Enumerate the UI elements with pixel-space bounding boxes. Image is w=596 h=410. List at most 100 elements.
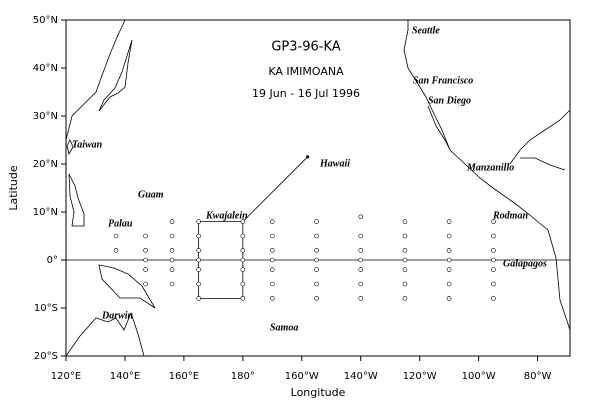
station	[358, 233, 364, 239]
y-tick-label: 50°N	[33, 15, 58, 26]
station	[240, 296, 246, 301]
station	[358, 267, 364, 272]
place-label: Guam	[138, 189, 164, 200]
station	[240, 248, 246, 253]
place-label: Seattle	[412, 25, 440, 36]
subtitle: KA IMIMOANA	[268, 65, 344, 78]
x-tick-label: 120°W	[403, 371, 437, 382]
place-label: Palau	[108, 218, 133, 229]
x-tick-label: 80°W	[524, 371, 552, 382]
x-tick-label: 140°E	[110, 371, 140, 382]
station	[314, 296, 319, 301]
station	[446, 281, 452, 287]
station	[402, 296, 408, 301]
station	[402, 257, 408, 263]
station	[169, 281, 175, 287]
station	[491, 267, 496, 272]
place-label: Taiwan	[72, 139, 103, 150]
station	[402, 281, 408, 287]
station	[143, 267, 148, 272]
coastlines	[65, 19, 571, 357]
station	[169, 257, 175, 263]
y-tick-label: 40°N	[33, 63, 58, 74]
place-label: San Diego	[428, 95, 471, 106]
station	[446, 267, 452, 272]
station	[491, 296, 496, 301]
station	[314, 248, 319, 253]
x-tick-label: 180°	[231, 371, 255, 382]
station	[446, 219, 452, 224]
place-label: Galapagos	[503, 258, 547, 269]
station	[270, 281, 275, 287]
station	[358, 281, 364, 287]
station	[143, 248, 148, 253]
track-start	[306, 155, 310, 159]
station	[143, 233, 148, 239]
station	[358, 296, 364, 301]
station	[402, 248, 408, 253]
station	[314, 281, 319, 287]
station	[196, 281, 201, 287]
place-label: Samoa	[270, 322, 298, 333]
station	[491, 219, 496, 224]
station	[314, 267, 319, 272]
station	[143, 281, 148, 287]
station	[270, 219, 275, 224]
y-tick-label: 20°N	[33, 159, 58, 170]
station	[196, 248, 201, 253]
station	[314, 219, 319, 224]
station	[446, 233, 452, 239]
y-tick-label: 10°S	[34, 303, 58, 314]
station	[196, 267, 201, 272]
station	[402, 267, 408, 272]
title: GP3-96-KA	[271, 40, 340, 55]
station	[169, 267, 175, 272]
station	[358, 214, 364, 220]
y-tick-label: 30°N	[33, 111, 58, 122]
x-tick-label: 100°W	[462, 371, 496, 382]
station	[402, 219, 408, 224]
place-label: Hawaii	[319, 158, 350, 169]
frame	[65, 19, 571, 357]
station	[240, 257, 246, 263]
station	[491, 248, 496, 253]
station	[314, 233, 319, 239]
place-label: Kwajalein	[205, 210, 248, 221]
station	[270, 257, 275, 263]
station	[240, 267, 246, 272]
station	[491, 281, 496, 287]
station	[169, 219, 175, 224]
station	[446, 296, 452, 301]
station	[196, 219, 201, 224]
y-axis-label: Latitude	[7, 165, 20, 211]
cruise-track	[198, 156, 308, 299]
x-axis-label: Longitude	[291, 386, 346, 399]
place-label: Darwin	[101, 310, 134, 321]
station	[402, 233, 408, 239]
station	[169, 233, 175, 239]
station	[270, 248, 275, 253]
x-tick-label: 140°W	[344, 371, 378, 382]
station	[491, 233, 496, 239]
station	[196, 296, 201, 301]
x-tick-label: 120°E	[51, 371, 81, 382]
station	[113, 233, 119, 239]
y-tick-label: 20°S	[34, 351, 58, 362]
place-label: Rodman	[492, 210, 528, 221]
station	[446, 257, 452, 263]
x-tick-label: 160°W	[285, 371, 319, 382]
station	[358, 257, 364, 263]
station	[446, 248, 452, 253]
place-label: Manzanillo	[466, 162, 514, 173]
station	[270, 296, 275, 301]
station	[240, 281, 246, 287]
dates: 19 Jun - 16 Jul 1996	[252, 87, 360, 100]
station	[358, 248, 364, 253]
y-tick-label: 10°N	[33, 207, 58, 218]
station	[270, 233, 275, 239]
station	[196, 257, 201, 263]
station	[113, 248, 119, 253]
y-tick-label: 0°	[47, 255, 58, 266]
station	[143, 257, 148, 263]
station	[491, 257, 496, 263]
